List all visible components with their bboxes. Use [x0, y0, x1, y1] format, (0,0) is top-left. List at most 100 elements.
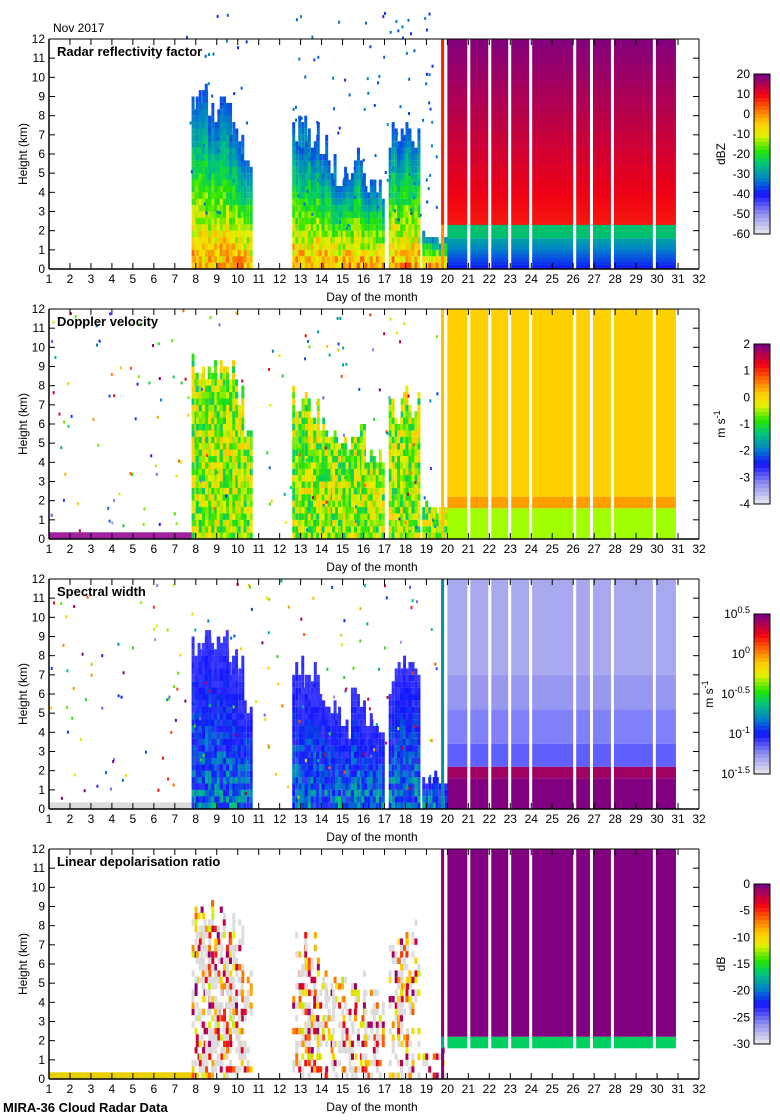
- cloud-cell: [405, 519, 409, 527]
- cloud-cell: [205, 205, 209, 212]
- noise-point: [410, 471, 413, 475]
- cloud-cell: [237, 249, 241, 257]
- x-tick-label: 10: [231, 272, 245, 286]
- noise-point: [225, 470, 228, 474]
- cloud-cell: [307, 217, 311, 225]
- noise-point: [232, 179, 235, 183]
- cloud-cell: [198, 500, 202, 508]
- cloud-cell: [229, 205, 233, 212]
- cloud-cell: [295, 154, 299, 161]
- cloud-cell: [198, 404, 202, 412]
- cloud-cell: [428, 519, 432, 527]
- noise-point: [241, 379, 244, 383]
- cloud-cell: [394, 519, 398, 527]
- cloud-cell: [335, 526, 339, 533]
- cloud-cell: [345, 205, 349, 212]
- cloud-cell: [403, 134, 407, 142]
- cloud-cell: [223, 237, 227, 244]
- cloud-cell: [205, 417, 209, 424]
- cloud-cell: [332, 507, 336, 514]
- cloud-cell: [216, 436, 220, 444]
- cloud-cell: [202, 243, 206, 250]
- cloud-cell: [229, 128, 233, 135]
- cloud-cell: [223, 154, 227, 161]
- cloud-cell: [422, 513, 426, 520]
- cloud-cell: [394, 443, 398, 450]
- cloud-cell: [198, 262, 202, 269]
- cloud-cell: [301, 500, 305, 508]
- cloud-cell: [229, 481, 233, 488]
- cloud-cell: [235, 217, 239, 225]
- cloud-cell: [195, 519, 199, 527]
- cloud-cell: [235, 154, 239, 161]
- cloud-cell: [372, 468, 376, 476]
- noise-point: [372, 348, 375, 352]
- cloud-cell: [298, 262, 302, 269]
- cloud-cell: [232, 147, 236, 154]
- cloud-cell: [394, 494, 398, 501]
- noise-point: [297, 146, 300, 150]
- cloud-cell: [214, 392, 218, 399]
- cloud-cell: [295, 430, 299, 437]
- cloud-cell: [198, 481, 202, 488]
- cloud-cell: [444, 243, 448, 250]
- cloud-cell: [350, 513, 354, 520]
- cloud-cell: [216, 185, 220, 193]
- cloud-cell: [307, 211, 311, 218]
- cloud-cell: [428, 249, 432, 257]
- data-gap: [652, 39, 656, 269]
- cloud-cell: [226, 392, 230, 399]
- noise-point: [289, 485, 292, 489]
- cloud-cell: [216, 237, 220, 244]
- cloud-cell: [191, 487, 195, 495]
- x-tick-label: 14: [315, 272, 329, 286]
- cloud-cell: [408, 532, 412, 539]
- cloud-cell: [394, 141, 398, 148]
- colorbar-tick-label: -20: [733, 147, 751, 161]
- cloud-cell: [191, 185, 195, 193]
- cloud-cell: [348, 185, 352, 193]
- cloud-cell: [332, 487, 336, 495]
- cloud-cell: [219, 398, 223, 405]
- cloud-cell: [332, 217, 336, 225]
- noise-point: [295, 118, 298, 122]
- cloud-cell: [414, 487, 418, 495]
- noise-point: [407, 394, 410, 398]
- cloud-cell: [226, 513, 230, 520]
- cloud-cell: [310, 443, 314, 450]
- cloud-cell: [381, 519, 385, 527]
- cloud-cell: [348, 256, 352, 263]
- cloud-cell: [319, 430, 323, 437]
- cloud-cell: [403, 443, 407, 450]
- cloud-cell: [216, 379, 220, 386]
- cloud-cell: [342, 217, 346, 225]
- cloud-cell: [391, 243, 395, 250]
- x-tick-label: 3: [88, 272, 95, 286]
- cloud-cell: [327, 449, 331, 456]
- cloud-cell: [405, 411, 409, 418]
- cloud-cell: [304, 249, 308, 257]
- x-tick-label: 28: [608, 542, 622, 556]
- cloud-cell: [408, 243, 412, 250]
- cloud-cell: [226, 385, 230, 393]
- cloud-cell: [301, 237, 305, 244]
- cloud-cell: [321, 500, 325, 508]
- noise-point: [225, 494, 228, 498]
- cloud-cell: [301, 417, 305, 424]
- cloud-cell: [226, 185, 230, 193]
- cloud-cell: [342, 185, 346, 193]
- cloud-cell: [301, 487, 305, 495]
- cloud-cell: [332, 256, 336, 263]
- cloud-cell: [246, 443, 250, 450]
- noise-point: [77, 502, 80, 506]
- cloud-cell: [364, 211, 368, 218]
- cloud-cell: [246, 526, 250, 533]
- cloud-cell: [403, 141, 407, 148]
- cloud-cell: [422, 519, 426, 527]
- cloud-cell: [319, 243, 323, 250]
- cloud-cell: [414, 160, 418, 167]
- cloud-cell: [246, 160, 250, 167]
- cloud-cell: [411, 179, 415, 186]
- cloud-cell: [400, 487, 404, 495]
- cloud-cell: [205, 256, 209, 263]
